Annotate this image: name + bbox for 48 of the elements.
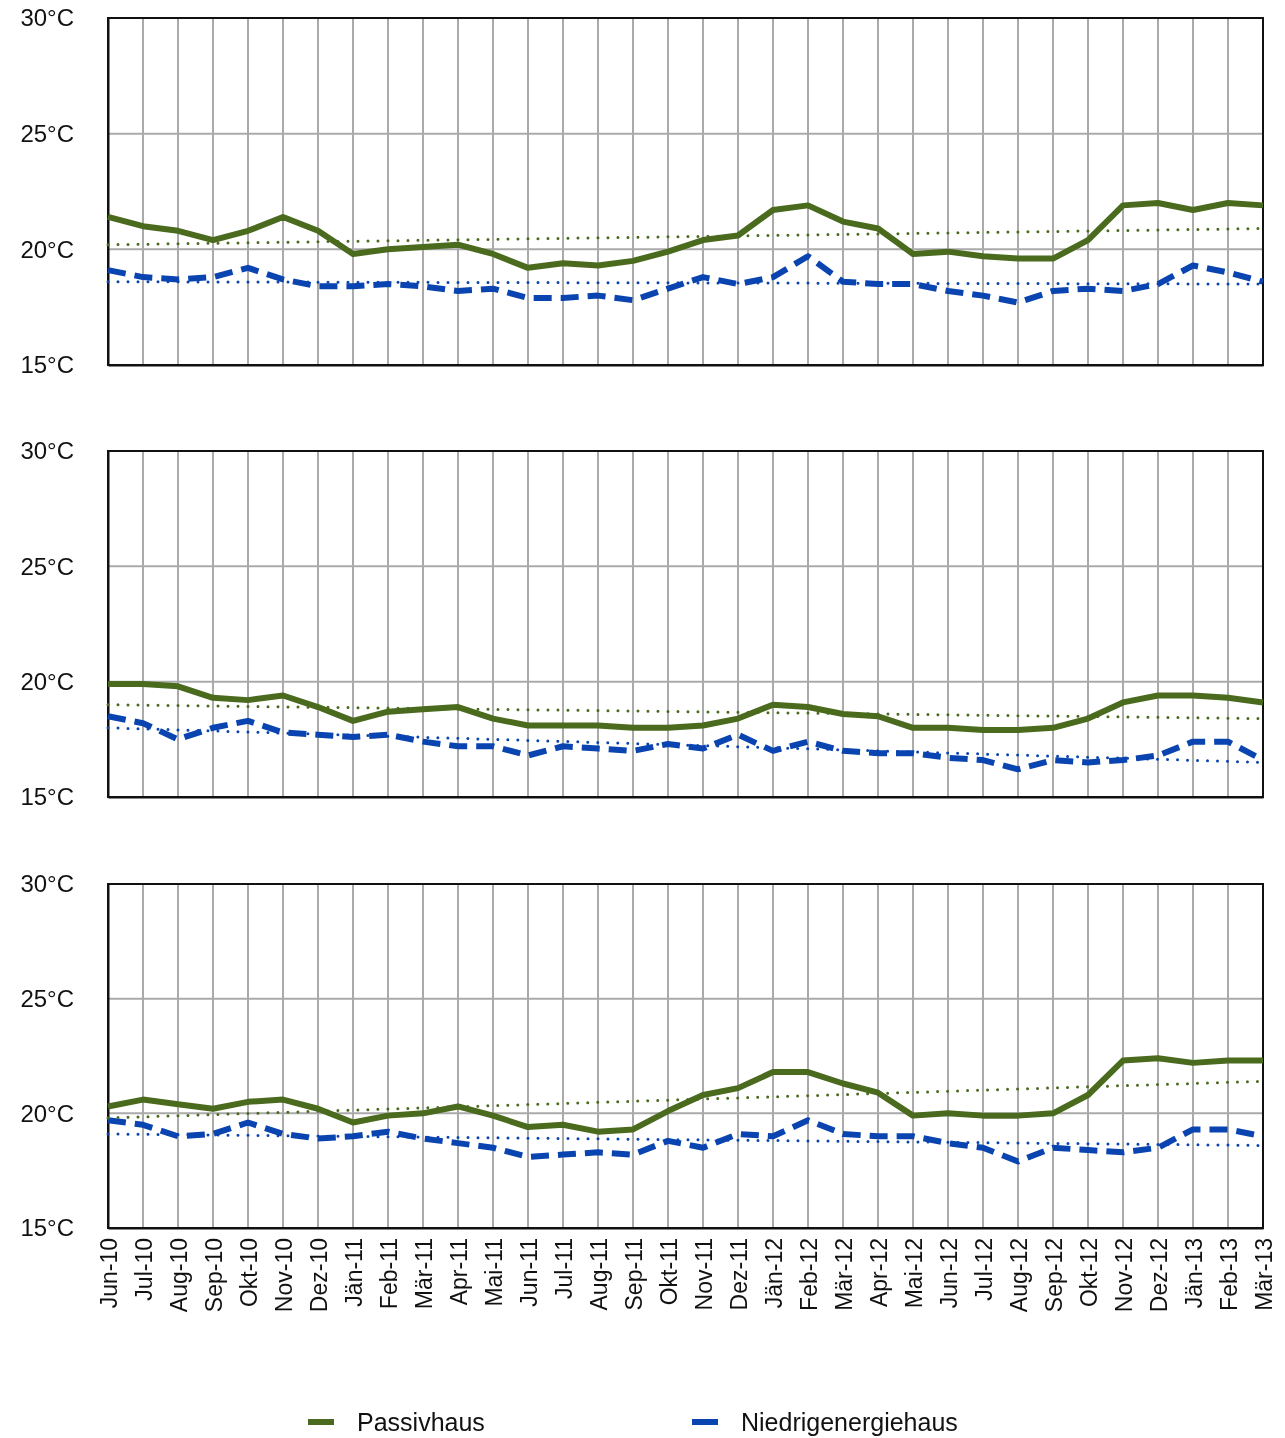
x-tick-label: Jun-11	[515, 1238, 542, 1307]
x-tick-label: Sep-10	[200, 1238, 227, 1313]
y-tick-label: 15°C	[20, 783, 74, 811]
y-tick-label: 20°C	[20, 235, 74, 263]
x-tick-label: Dez-10	[305, 1238, 332, 1313]
y-tick-label: 25°C	[20, 984, 74, 1012]
x-tick-label: Jän-11	[340, 1238, 367, 1307]
y-tick-label: 30°C	[20, 870, 74, 898]
x-tick-label: Mär-12	[830, 1238, 857, 1311]
x-tick-label: Apr-12	[865, 1238, 892, 1308]
x-tick-label: Feb-12	[795, 1238, 822, 1311]
y-tick-label: 20°C	[20, 667, 74, 695]
legend-label: Niedrigenergiehaus	[741, 1407, 958, 1436]
x-tick-label: Nov-12	[1110, 1238, 1137, 1313]
x-tick-label: Aug-11	[585, 1238, 612, 1311]
x-tick-label: Jän-12	[760, 1238, 787, 1309]
x-tick-label: Aug-10	[165, 1238, 192, 1313]
x-tick-label: Mai-11	[480, 1238, 507, 1307]
x-tick-label: Nov-11	[690, 1238, 717, 1311]
x-tick-label: Okt-10	[235, 1238, 262, 1308]
x-tick-label: Jän-13	[1180, 1238, 1207, 1309]
x-tick-label: Feb-13	[1215, 1238, 1242, 1311]
y-tick-label: 15°C	[20, 1214, 74, 1242]
x-tick-label: Sep-12	[1040, 1238, 1067, 1313]
x-tick-label: Jul-11	[550, 1238, 577, 1299]
x-tick-label: Jul-12	[970, 1238, 997, 1301]
x-tick-label: Jun-10	[95, 1238, 122, 1309]
x-tick-label: Dez-11	[725, 1238, 752, 1311]
x-tick-label: Mär-13	[1250, 1238, 1277, 1311]
x-tick-label: Aug-12	[1005, 1238, 1032, 1313]
y-tick-label: 15°C	[20, 351, 74, 379]
x-tick-label: Nov-10	[270, 1238, 297, 1313]
x-tick-label: Jun-12	[935, 1238, 962, 1309]
x-tick-label: Feb-11	[375, 1238, 402, 1310]
legend-label: Passivhaus	[357, 1407, 485, 1436]
y-tick-label: 20°C	[20, 1099, 74, 1127]
y-tick-label: 30°C	[20, 4, 74, 32]
x-tick-label: Okt-11	[655, 1238, 682, 1306]
x-tick-label: Dez-12	[1145, 1238, 1172, 1313]
x-tick-label: Apr-11	[445, 1238, 472, 1306]
y-tick-label: 30°C	[20, 437, 74, 465]
x-tick-label: Jul-10	[130, 1238, 157, 1301]
y-tick-label: 25°C	[20, 119, 74, 147]
x-tick-label: Mai-12	[900, 1238, 927, 1309]
x-tick-label: Okt-12	[1075, 1238, 1102, 1308]
x-tick-label: Mär-11	[410, 1238, 437, 1310]
x-tick-label: Sep-11	[620, 1238, 647, 1311]
y-tick-label: 25°C	[20, 552, 74, 580]
